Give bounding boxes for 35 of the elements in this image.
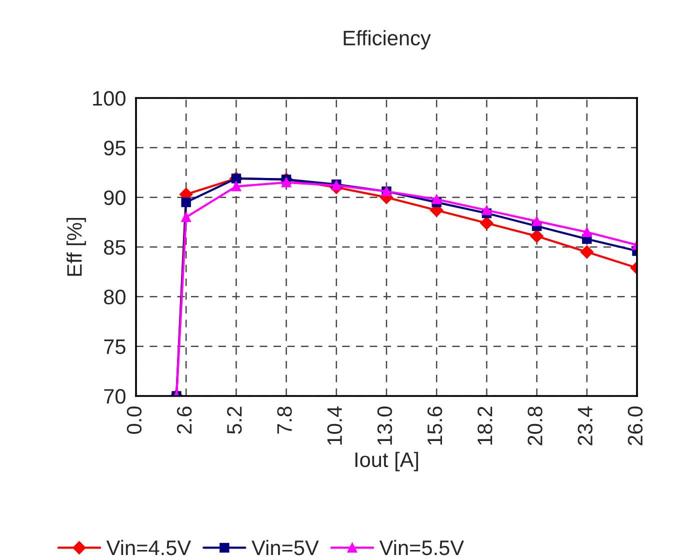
x-tick-label: 2.6 — [176, 406, 192, 434]
y-axis-title: Eff [%] — [66, 218, 86, 276]
y-tick-label: 75 — [104, 340, 126, 354]
point — [530, 229, 544, 243]
x-tick-label: 0.0 — [126, 406, 142, 434]
chart-title: Efficiency — [344, 30, 431, 50]
point — [181, 212, 191, 222]
point — [580, 245, 594, 259]
point — [582, 227, 592, 237]
point — [532, 216, 542, 226]
y-tick-label: 85 — [104, 240, 126, 255]
legend-label: Vin=4.5V — [106, 540, 192, 556]
point — [480, 216, 494, 230]
point — [181, 197, 191, 208]
y-tick-label: 90 — [104, 190, 126, 206]
x-tick-label: 18.2 — [478, 406, 492, 445]
legend-label: Vin=5.5V — [379, 540, 464, 556]
point — [281, 178, 292, 188]
x-tick-label: 26.0 — [628, 406, 643, 446]
y-tick-label: 100 — [93, 91, 126, 106]
y-tick-label: 95 — [104, 140, 126, 156]
x-axis-title: Iout [A] — [355, 452, 418, 472]
legend-label: Vin=5V — [252, 540, 319, 556]
x-tick-label: 20.8 — [528, 406, 542, 446]
point — [432, 194, 442, 204]
y-tick-label: 70 — [104, 389, 126, 404]
y-tick-label: 80 — [104, 290, 126, 304]
x-tick-label: 15.6 — [427, 406, 442, 445]
x-tick-label: 23.4 — [578, 406, 592, 446]
point — [231, 182, 242, 192]
x-tick-label: 10.4 — [327, 406, 342, 445]
x-tick-label: 5.2 — [227, 406, 242, 434]
x-tick-label: 7.8 — [277, 406, 292, 434]
x-tick-label: 13.0 — [377, 406, 392, 445]
point — [482, 205, 492, 216]
